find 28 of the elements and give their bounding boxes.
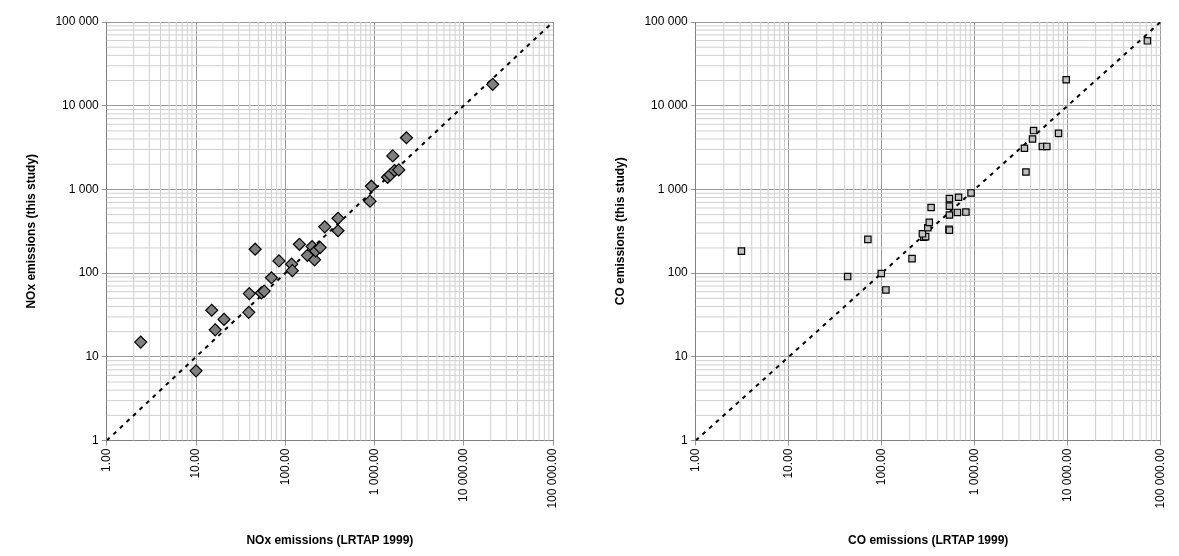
x-tick-label: 100.00 (277, 448, 292, 486)
x-tick-label: 10 000.00 (456, 448, 471, 502)
y-tick-label: 10 000 (62, 98, 100, 113)
x-tick-label: 1.00 (99, 448, 114, 472)
x-tick-label: 100 000.00 (1152, 448, 1167, 509)
x-tick-label: 10.00 (188, 448, 203, 479)
y-axis-title: NOx emissions (this study) (23, 153, 38, 309)
x-tick-label: 100 000.00 (545, 448, 560, 509)
y-tick-label: 1 (681, 432, 689, 447)
y-tick-label: 1 000 (657, 181, 689, 196)
x-tick-label: 1.00 (688, 448, 703, 472)
x-axis-title: CO emissions (LRTAP 1999) (848, 533, 1009, 548)
y-tick-label: 1 000 (68, 181, 100, 196)
x-tick-label: 10 000.00 (1059, 448, 1074, 502)
y-tick-label: 10 (85, 349, 100, 364)
y-tick-label: 100 (78, 265, 100, 280)
x-tick-label: 10.00 (781, 448, 796, 479)
y-tick-label: 100 (667, 265, 689, 280)
x-axis-title: NOx emissions (LRTAP 1999) (246, 533, 414, 548)
y-tick-label: 100 000 (55, 14, 100, 29)
y-axis-title: CO emissions (this study) (612, 157, 627, 306)
y-tick-label: 10 000 (651, 98, 689, 113)
y-tick-label: 10 (674, 349, 689, 364)
x-tick-label: 1 000.00 (966, 448, 981, 496)
x-tick-label: 1 000.00 (366, 448, 381, 496)
x-tick-label: 100.00 (874, 448, 889, 486)
y-tick-label: 100 000 (644, 14, 689, 29)
y-tick-label: 1 (92, 432, 100, 447)
